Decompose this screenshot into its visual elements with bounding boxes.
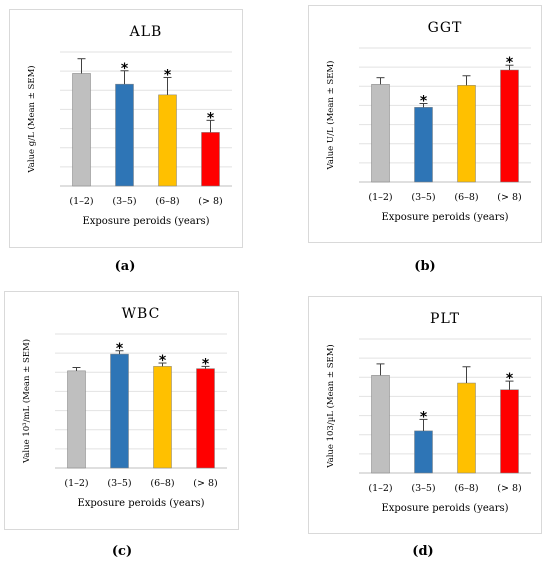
y-axis-label: Value 10³/mL (Mean ± SEM) [21,339,32,464]
chart-svg-ggt: GGT Value U/L (Mean ± SEM) (1–2) * (3–5) (6–8… [325,20,531,223]
x-tick-label: (> 8) [497,483,521,494]
x-tick-label: (1–2) [368,483,392,494]
bar [72,73,91,187]
significance-asterisk: * [164,67,172,83]
chart-title: PLT [430,311,460,327]
significance-asterisk: * [506,371,514,387]
y-axis-label: Value 103/µL (Mean ± SEM) [325,344,336,468]
chart-title: ALB [129,24,163,40]
x-axis-label: Exposure peroids (years) [77,498,204,509]
x-tick-label: (1–2) [368,192,392,203]
significance-asterisk: * [202,356,210,372]
x-tick-label: (1–2) [64,478,88,489]
bar [414,430,433,474]
chart-title: GGT [428,20,463,36]
caption-c: (c) [111,544,133,559]
chart-svg-plt: PLT Value 103/µL (Mean ± SEM) (1–2) * (3–5) (… [325,311,531,514]
bar [414,107,433,183]
chart-panel-alb: ALB Value g/L (Mean ± SEM) (1–2) * (3–5) * (6–… [9,9,243,248]
significance-asterisk: * [207,110,215,126]
bar [371,84,390,183]
significance-asterisk: * [121,61,129,77]
y-axis-label: Value g/L (Mean ± SEM) [26,65,37,173]
significance-asterisk: * [420,409,428,425]
x-tick-label: (3–5) [107,478,131,489]
x-axis-label: Exposure peroids (years) [82,216,209,227]
x-tick-label: (6–8) [155,196,179,207]
x-tick-label: (6–8) [150,478,174,489]
bar [115,83,134,187]
x-tick-label: (1–2) [69,196,93,207]
x-tick-label: (> 8) [193,478,217,489]
significance-asterisk: * [420,94,428,110]
bar [158,94,177,187]
significance-asterisk: * [506,55,514,71]
bar [457,382,476,474]
caption-b: (b) [414,259,436,274]
bar [196,368,215,469]
bar [153,366,172,469]
x-axis-label: Exposure peroids (years) [381,503,508,514]
chart-panel-ggt: GGT Value U/L (Mean ± SEM) (1–2) * (3–5) (6–8… [308,5,542,243]
bar [500,69,519,183]
caption-a: (a) [114,259,136,274]
x-tick-label: (3–5) [411,483,435,494]
chart-svg-wbc: WBC Value 10³/mL (Mean ± SEM) (1–2) * (3–5) *… [21,306,227,509]
x-tick-label: (> 8) [198,196,222,207]
x-tick-label: (3–5) [411,192,435,203]
significance-asterisk: * [116,341,124,357]
chart-svg-alb: ALB Value g/L (Mean ± SEM) (1–2) * (3–5) * (6–… [26,24,232,227]
bar [457,85,476,183]
x-tick-label: (6–8) [454,483,478,494]
bar [67,370,86,469]
bar [500,389,519,474]
y-axis-label: Value U/L (Mean ± SEM) [325,61,336,171]
x-axis-label: Exposure peroids (years) [381,212,508,223]
chart-panel-wbc: WBC Value 10³/mL (Mean ± SEM) (1–2) * (3–5) *… [4,291,239,530]
bar [201,132,220,187]
x-tick-label: (6–8) [454,192,478,203]
significance-asterisk: * [159,353,167,369]
chart-title: WBC [122,306,161,322]
x-tick-label: (3–5) [112,196,136,207]
caption-d: (d) [412,544,434,559]
bar [371,375,390,474]
chart-panel-plt: PLT Value 103/µL (Mean ± SEM) (1–2) * (3–5) (… [308,296,542,534]
bar [110,353,129,469]
x-tick-label: (> 8) [497,192,521,203]
